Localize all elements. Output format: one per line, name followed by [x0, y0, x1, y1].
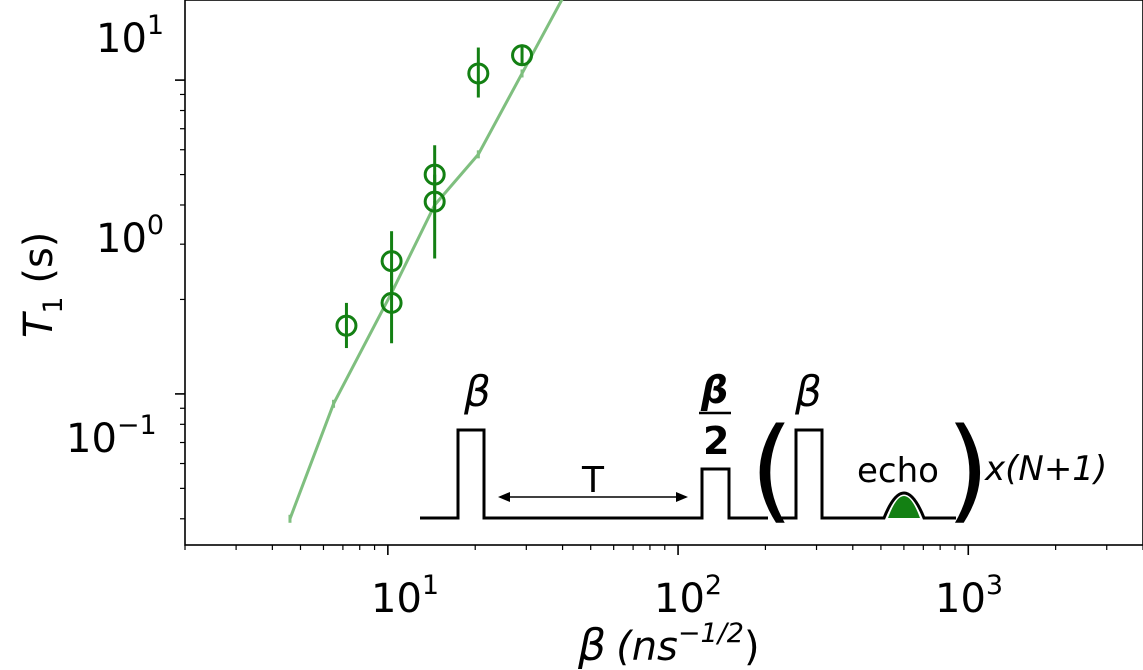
paren-open: (: [750, 405, 794, 535]
echo-label: echo: [857, 451, 939, 491]
y-tick-label-0.1: 10−1: [66, 410, 157, 462]
repeat-label: x(N+1): [984, 449, 1107, 489]
data-point: [511, 44, 534, 67]
data-marker: [423, 163, 446, 186]
fit-line: [288, 0, 564, 520]
x-axis-label: β (ns−1/2): [577, 618, 760, 670]
data-point: [423, 145, 446, 196]
y-tick-label-10: 101: [96, 10, 164, 62]
x-tick-label-100: 102: [654, 570, 722, 622]
echo-peak: [888, 496, 920, 518]
delay-arrow-right-head: [676, 492, 688, 502]
data-marks: [288, 0, 564, 523]
data-marker: [380, 250, 403, 273]
paren-close: ): [946, 405, 990, 535]
data-marker: [335, 314, 358, 337]
plot-frame: [184, 0, 1143, 546]
data-marker: [380, 291, 403, 314]
data-point: [335, 302, 358, 349]
y-axis-tick-labels: 10−1 100 101: [66, 10, 164, 462]
data-marker: [511, 44, 534, 67]
data-point: [380, 231, 403, 287]
x-axis-ticks: [184, 545, 1143, 555]
y-tick-label-1: 100: [96, 210, 164, 262]
data-marker: [467, 62, 490, 85]
y-axis-ticks: [175, 79, 185, 520]
pulse3-label: β: [794, 367, 822, 416]
pulse-sequence-line-1: [420, 428, 768, 520]
x-tick-label-10: 101: [371, 570, 439, 622]
x-axis-tick-labels: 101 102 103: [371, 570, 1003, 622]
pulse-sequence-inset: β T β 2 ( β echo ) x(N+1): [420, 367, 1107, 535]
y-axis-label: T1 (s): [16, 232, 69, 338]
delay-arrow-left-head: [498, 492, 510, 502]
pulse1-label: β: [463, 367, 491, 416]
data-point: [467, 47, 490, 98]
pulse-sequence-line-2: [778, 428, 956, 520]
plot-area: [184, 0, 1143, 546]
x-tick-label-1000: 103: [935, 570, 1003, 622]
pulse2-denominator: 2: [703, 419, 729, 463]
delay-label: T: [581, 460, 605, 501]
pulse2-numerator: β: [700, 368, 728, 412]
